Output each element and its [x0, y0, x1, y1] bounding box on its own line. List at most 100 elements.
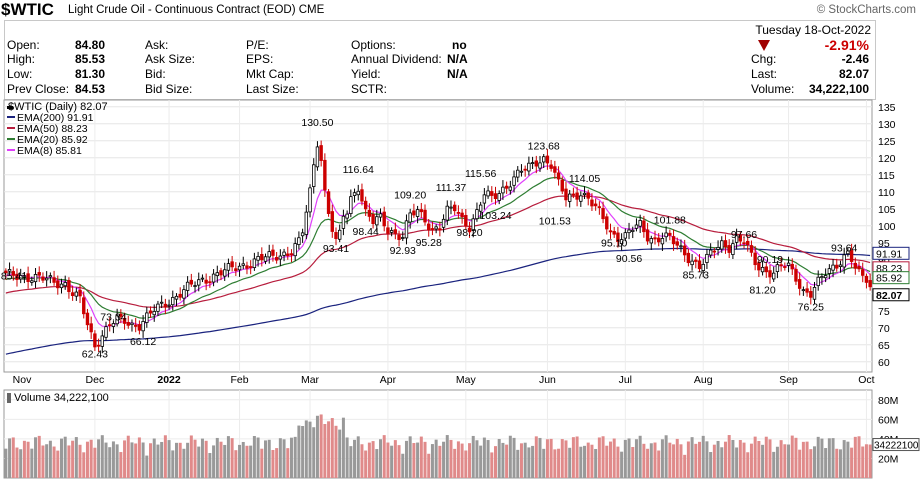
price-annotation: 114.05	[569, 173, 600, 185]
volume-bar	[408, 436, 412, 478]
volume-bar	[312, 427, 316, 478]
volume-bar	[126, 435, 130, 478]
candle-body	[679, 245, 683, 248]
volume-bar	[675, 438, 679, 478]
candle-body	[145, 312, 149, 323]
value-tag-box	[872, 288, 910, 302]
volume-bar	[735, 447, 739, 478]
candle-body	[527, 162, 531, 172]
volume-bar	[174, 442, 178, 478]
candle-body	[389, 230, 394, 233]
candle-body	[4, 270, 8, 274]
stockcharts-logo[interactable]: © StockCharts.com	[816, 4, 916, 16]
candle-body	[211, 273, 216, 283]
price-annotation: 130.50	[301, 117, 333, 129]
volume-bar	[646, 448, 650, 478]
candle-body	[22, 275, 27, 278]
ask-label: Ask:	[145, 38, 169, 52]
candle-body	[831, 264, 835, 271]
volume-bar	[41, 445, 45, 478]
volume-bar	[557, 448, 561, 478]
candle-body	[634, 224, 639, 229]
x-tick-label: Oct	[858, 374, 874, 386]
volume-bar	[597, 437, 601, 478]
volume-bar	[749, 443, 753, 478]
title-swatch	[7, 106, 13, 109]
candle-body	[653, 237, 657, 240]
candle-body	[579, 195, 583, 202]
volume-bar	[130, 442, 134, 478]
candle-body	[490, 191, 494, 196]
volume-bar	[241, 441, 245, 478]
prev-close-value: 84.53	[75, 82, 106, 96]
candle-body	[226, 263, 231, 271]
candle-body	[360, 189, 364, 202]
volume-bar	[816, 436, 820, 478]
volume-value: 34,222,100	[808, 82, 869, 96]
volume-bar	[22, 440, 26, 478]
candle-body	[445, 205, 449, 221]
ask-size-label: Ask Size:	[145, 52, 196, 66]
candle-body	[449, 206, 453, 209]
candle-body	[794, 268, 798, 282]
volume-bar	[134, 443, 138, 478]
price-annotation: 123.68	[528, 140, 560, 152]
prev-close-label: Prev Close:	[7, 82, 70, 96]
price-panel-frame	[3, 99, 873, 373]
candle-body	[493, 193, 498, 199]
candle-body	[386, 227, 390, 234]
bid-label: Bid:	[145, 67, 166, 81]
candle-body	[7, 269, 12, 272]
candle-body	[15, 273, 19, 280]
candle-body	[486, 190, 490, 197]
candle-body	[371, 213, 375, 225]
volume-bar	[289, 437, 293, 478]
candle-body	[764, 266, 768, 273]
price-annotation: 81.20	[749, 285, 775, 297]
candle-body	[657, 237, 661, 243]
candle-body	[701, 263, 705, 271]
volume-bar	[308, 421, 312, 478]
candle-body	[805, 288, 809, 293]
volume-bar	[89, 439, 93, 478]
candle-body	[89, 323, 93, 333]
candle-body	[208, 281, 212, 284]
volume-bar	[505, 444, 509, 478]
volume-bar	[464, 450, 468, 478]
candle-body	[122, 318, 127, 324]
volume-bar	[694, 443, 698, 478]
candle-body	[812, 286, 817, 300]
volume-bar	[672, 444, 676, 478]
candle-body	[271, 249, 275, 256]
volume-bar	[252, 436, 256, 478]
volume-bar	[349, 446, 353, 478]
ema50-legend-label: EMA(50) 88.23	[17, 123, 88, 135]
volume-bar	[34, 437, 38, 478]
last-label: Last:	[751, 67, 778, 81]
volume-bar	[327, 421, 331, 478]
volume-bar	[583, 445, 587, 478]
candle-body	[482, 194, 487, 204]
price-annotation: 85.41	[1, 270, 27, 282]
volume-bar	[864, 444, 868, 478]
x-tick-label: Aug	[694, 374, 713, 386]
volume-bar	[137, 437, 141, 478]
x-tick-label: Jul	[619, 374, 632, 386]
volume-bar	[82, 452, 86, 478]
volume-bar	[341, 417, 345, 478]
candle-body	[263, 256, 268, 262]
volume-bar	[427, 453, 431, 478]
volume-bar	[379, 439, 383, 478]
candle-body	[67, 280, 71, 293]
volume-bar	[108, 447, 112, 478]
volume-bar	[238, 444, 242, 478]
volume-bar	[764, 436, 768, 478]
candle-body	[549, 164, 553, 169]
volume-bar	[200, 438, 204, 478]
candle-body	[861, 269, 865, 276]
candle-body	[456, 212, 461, 214]
volume-bar	[660, 439, 664, 478]
volume-bar	[8, 438, 12, 478]
volume-bar	[761, 444, 765, 478]
